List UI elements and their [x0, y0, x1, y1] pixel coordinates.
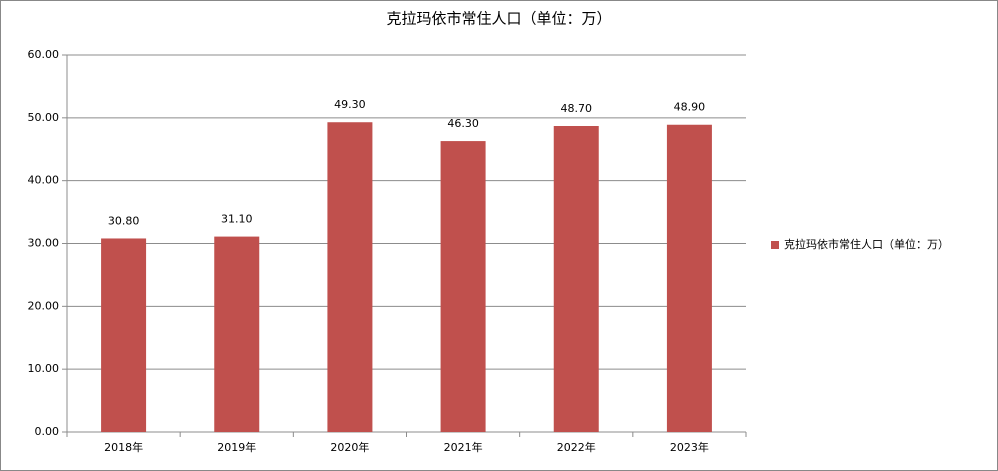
y-tick-label: 40.00	[28, 174, 60, 187]
bar	[327, 122, 373, 433]
value-label: 46.30	[447, 117, 479, 130]
chart-title: 克拉玛依市常住人口（单位：万）	[386, 10, 611, 28]
value-label: 31.10	[221, 213, 253, 226]
legend-label: 克拉玛依市常住人口（单位：万）	[784, 237, 949, 251]
value-label: 48.90	[674, 101, 706, 114]
y-tick-label: 20.00	[28, 299, 60, 312]
x-tick-label: 2021年	[444, 440, 483, 454]
bar	[553, 126, 599, 433]
x-tick-label: 2018年	[104, 440, 143, 454]
y-tick-label: 0.00	[35, 425, 60, 438]
bar	[666, 124, 712, 433]
x-tick-label: 2019年	[217, 440, 256, 454]
value-label: 30.80	[108, 214, 140, 227]
y-tick-label: 60.00	[28, 48, 60, 61]
y-tick-label: 30.00	[28, 237, 60, 250]
y-tick-label: 10.00	[28, 362, 60, 375]
x-tick-label: 2023年	[670, 440, 709, 454]
legend-swatch	[771, 241, 779, 249]
x-tick-label: 2020年	[330, 440, 369, 454]
bar	[101, 238, 147, 432]
x-tick-label: 2022年	[557, 440, 596, 454]
y-tick-label: 50.00	[28, 111, 60, 124]
value-label: 48.70	[561, 102, 593, 115]
bar	[214, 236, 260, 432]
bar	[440, 141, 486, 432]
value-label: 49.30	[334, 98, 366, 111]
